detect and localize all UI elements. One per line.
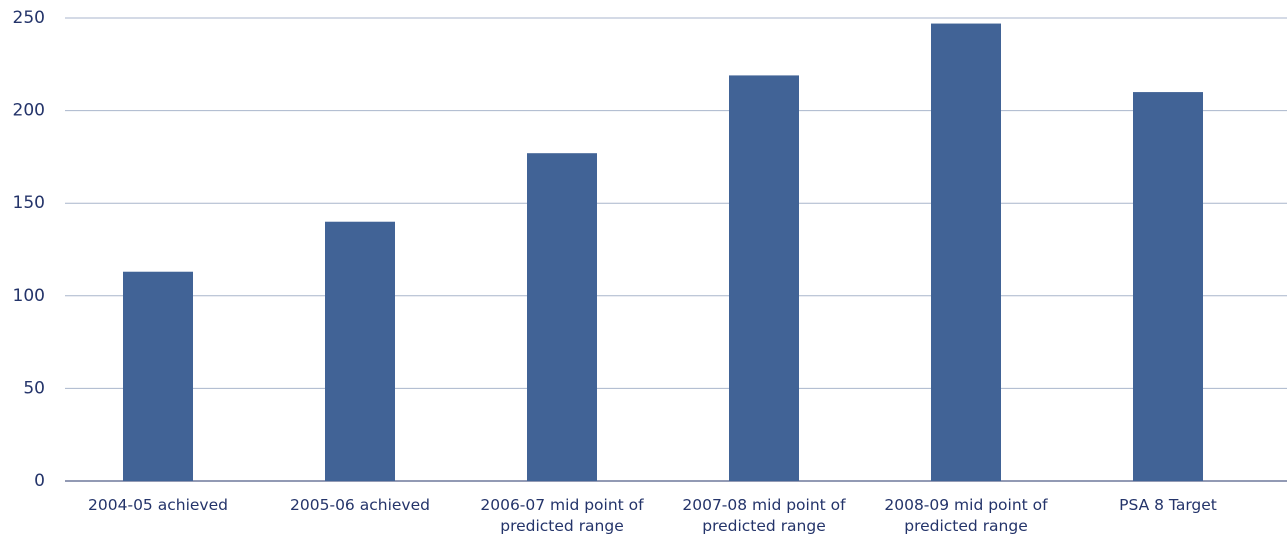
y-tick-label: 250 <box>13 8 45 28</box>
bar <box>325 221 395 481</box>
x-tick-label: 2006-07 mid point of predicted range <box>480 496 644 535</box>
bar <box>527 153 597 482</box>
bar <box>123 271 193 481</box>
bar <box>931 23 1001 481</box>
y-tick-label: 100 <box>13 286 45 306</box>
x-tick-label: 2008-09 mid point of predicted range <box>884 496 1048 535</box>
x-tick-label: 2004-05 achieved <box>88 496 228 514</box>
bar <box>729 75 799 482</box>
x-tick-label: 2005-06 achieved <box>290 496 430 514</box>
bar <box>1133 92 1203 481</box>
y-tick-label: 200 <box>13 101 45 121</box>
y-tick-label: 0 <box>34 471 45 491</box>
x-tick-label: 2007-08 mid point of predicted range <box>682 496 846 535</box>
y-tick-label: 50 <box>23 378 45 398</box>
y-tick-label: 150 <box>13 193 45 213</box>
x-tick-label: PSA 8 Target <box>1119 496 1217 514</box>
